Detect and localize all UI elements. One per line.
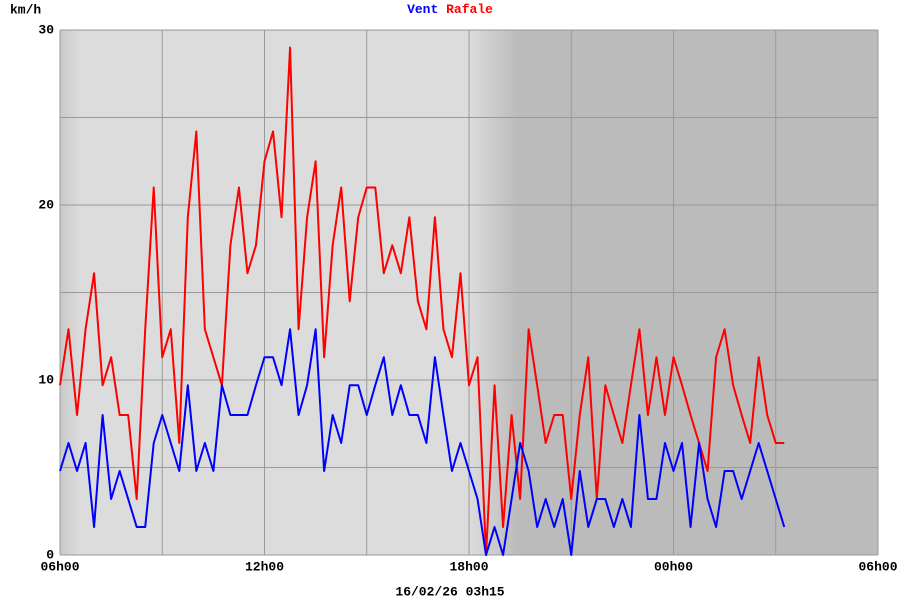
- legend: Vent Rafale: [407, 2, 493, 17]
- legend-entry: Vent: [407, 2, 438, 17]
- x-axis-label: 16/02/26 03h15: [395, 584, 504, 599]
- x-tick-label: 06h00: [858, 559, 897, 574]
- series-line: [59, 46, 785, 556]
- series-line: [59, 328, 786, 556]
- y-tick-label: 0: [46, 547, 54, 562]
- legend-entry: Rafale: [446, 2, 493, 17]
- y-tick-label: 10: [38, 372, 54, 387]
- x-tick-label: 06h00: [40, 559, 79, 574]
- x-tick-label: 00h00: [654, 559, 693, 574]
- x-tick-label: 18h00: [449, 559, 488, 574]
- y-axis-label: km/h: [10, 2, 41, 17]
- y-tick-label: 30: [38, 22, 54, 37]
- x-tick-label: 12h00: [245, 559, 284, 574]
- y-tick-label: 20: [38, 197, 54, 212]
